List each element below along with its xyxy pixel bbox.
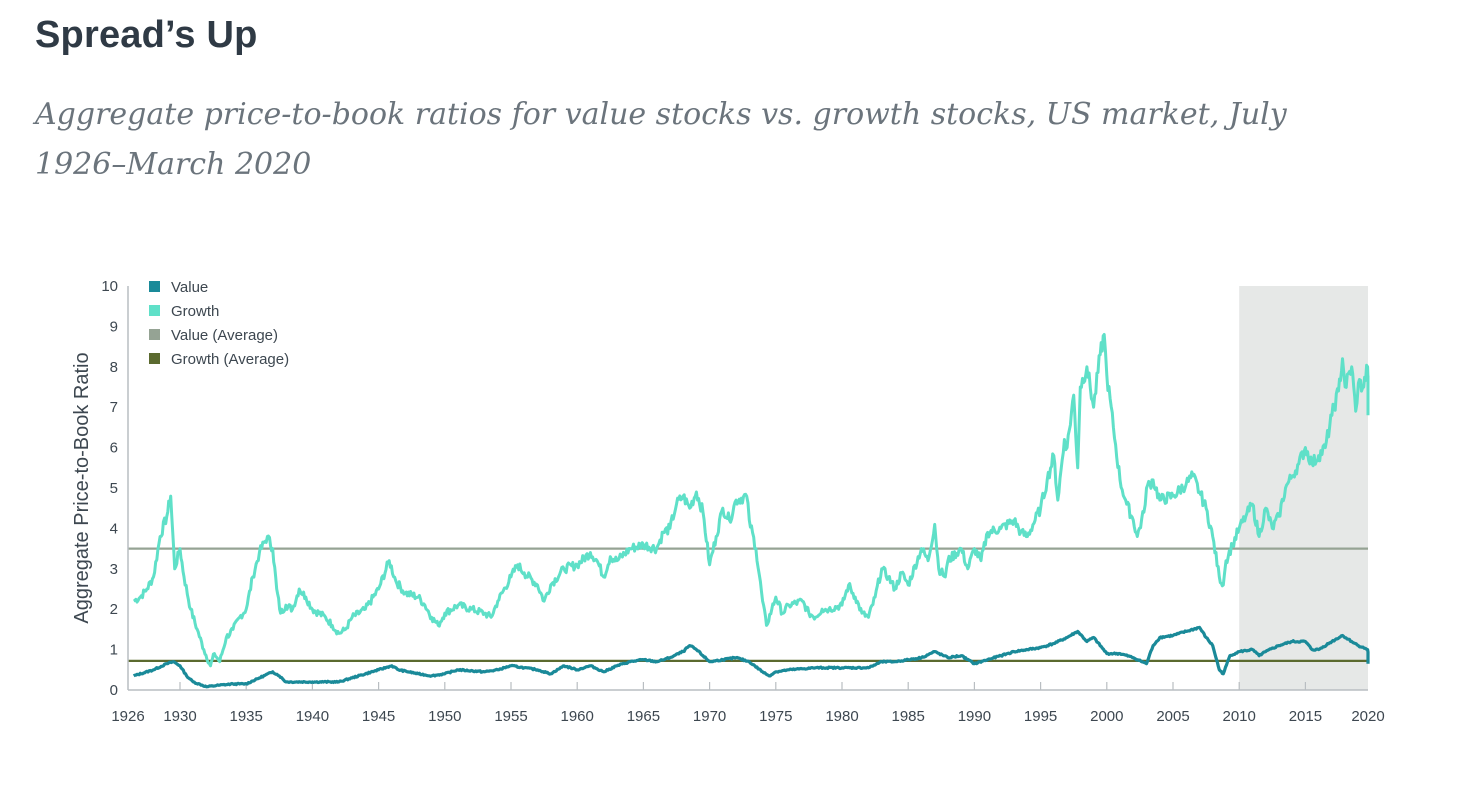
legend-label: Value xyxy=(171,279,208,296)
y-tick-label: 4 xyxy=(110,520,118,537)
legend-label: Growth (Average) xyxy=(171,351,289,368)
x-tick-label: 1980 xyxy=(825,708,858,725)
legend-swatch-growth xyxy=(149,305,160,316)
legend-swatch-value-average xyxy=(149,329,160,340)
x-tick-label: 1926 xyxy=(111,708,144,725)
x-tick-label: 2020 xyxy=(1351,708,1384,725)
x-tick-label: 1960 xyxy=(561,708,594,725)
x-tick-label: 1930 xyxy=(163,708,196,725)
x-tick-label: 2015 xyxy=(1289,708,1322,725)
chart-subtitle: Aggregate price-to-book ratios for value… xyxy=(35,97,1287,182)
x-tick-label: 1995 xyxy=(1024,708,1057,725)
x-tick-label: 1985 xyxy=(892,708,925,725)
x-tick-label: 1945 xyxy=(362,708,395,725)
chart-title: Spread’s Up xyxy=(35,14,258,56)
y-tick-label: 8 xyxy=(110,359,118,376)
y-tick-label: 3 xyxy=(110,561,118,578)
legend-swatch-growth-average xyxy=(149,353,160,364)
y-tick-label: 6 xyxy=(110,440,118,457)
x-tick-label: 1970 xyxy=(693,708,726,725)
x-tick-label: 2005 xyxy=(1156,708,1189,725)
x-tick-label: 1940 xyxy=(296,708,329,725)
y-tick-label: 5 xyxy=(110,480,118,497)
y-tick-label: 2 xyxy=(110,601,118,618)
y-tick-label: 9 xyxy=(110,318,118,335)
x-tick-label: 2010 xyxy=(1223,708,1256,725)
shaded-region-2010-2020 xyxy=(1239,286,1368,690)
x-tick-label: 1990 xyxy=(958,708,991,725)
y-tick-label: 1 xyxy=(110,642,118,659)
y-tick-label: 10 xyxy=(101,278,118,295)
x-tick-label: 1975 xyxy=(759,708,792,725)
x-tick-label: 1965 xyxy=(627,708,660,725)
x-tick-label: 2000 xyxy=(1090,708,1123,725)
y-tick-label: 0 xyxy=(110,682,118,699)
y-axis-label: Aggregate Price-to-Book Ratio xyxy=(71,352,93,623)
legend-label: Growth xyxy=(171,303,219,320)
legend-label: Value (Average) xyxy=(171,327,278,344)
x-tick-label: 1935 xyxy=(230,708,263,725)
y-tick-label: 7 xyxy=(110,399,118,416)
series-line-growth xyxy=(132,333,1370,668)
x-tick-label: 1955 xyxy=(494,708,527,725)
legend-swatch-value xyxy=(149,281,160,292)
series-line-value xyxy=(132,625,1370,689)
x-tick-label: 1950 xyxy=(428,708,461,725)
